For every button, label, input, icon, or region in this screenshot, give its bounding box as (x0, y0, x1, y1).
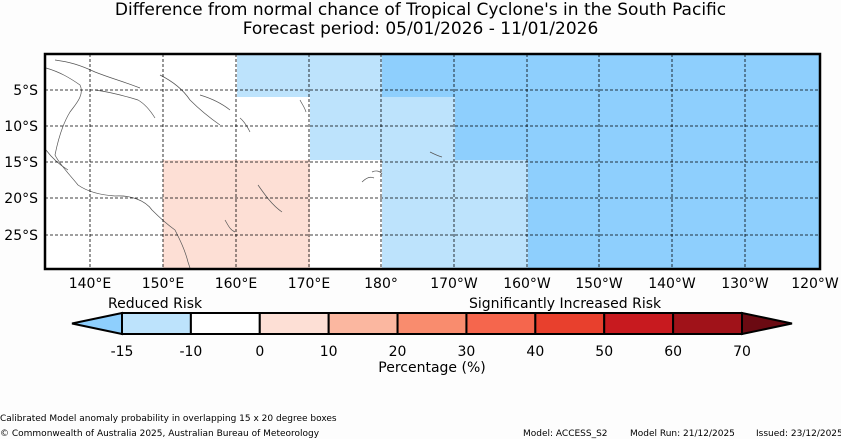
colorbar-cell (603, 312, 675, 335)
colorbar-tick-label: -10 (179, 344, 202, 360)
map-grid (45, 54, 820, 269)
colorbar-tick-label: 10 (320, 344, 338, 360)
colorbar-increased-label: Significantly Increased Risk (469, 296, 662, 312)
lon-label: 150°E (142, 276, 185, 292)
map-frame (43, 52, 822, 271)
anomaly-reduced-strong-box-1 (382, 55, 819, 97)
colorbar-tick-label: 60 (664, 344, 682, 360)
lon-label: 140°W (648, 276, 696, 292)
footer-model-run: Model Run: 21/12/2025 (630, 429, 735, 439)
lon-label: 140°E (69, 276, 112, 292)
colorbar-cell (672, 312, 743, 335)
colorbar-tick-label: 20 (389, 344, 407, 360)
lat-label: 5°S (13, 83, 38, 99)
lon-label: 150°W (575, 276, 623, 292)
anomaly-reduced-strong-box-2 (455, 97, 819, 160)
forecast-period: Forecast period: 05/01/2026 - 11/01/2026 (242, 19, 599, 39)
lon-label: 120°W (791, 276, 839, 292)
colorbar-tick-label: 40 (526, 344, 544, 360)
lon-label: 130°W (721, 276, 769, 292)
anomaly-reduced-box-4 (382, 160, 528, 268)
lat-label: 15°S (4, 155, 38, 171)
colorbar-reduced-label: Reduced Risk (108, 296, 203, 312)
anomaly-increased-box (163, 160, 310, 268)
anomaly-reduced-box-1 (237, 55, 382, 97)
lon-label: 160°E (215, 276, 258, 292)
lon-label: 180° (364, 276, 398, 292)
colorbar-cell (327, 312, 399, 335)
map-panel (43, 52, 822, 271)
colorbar-cell (534, 312, 606, 335)
colorbar-arrow-low (71, 311, 123, 336)
colorbar-cell (258, 312, 330, 335)
anomaly-reduced-box-3 (382, 97, 455, 160)
footer-issued: Issued: 23/12/2025 (756, 429, 841, 439)
lon-label: 170°W (430, 276, 478, 292)
colorbar-tick-label: 70 (733, 344, 751, 360)
lat-label: 10°S (4, 119, 38, 135)
longitude-labels: 140°E 150°E 160°E 170°E 180° 170°W 160°W… (69, 276, 839, 292)
colorbar-title: Percentage (%) (378, 360, 485, 376)
footer-model: Model: ACCESS_S2 (523, 429, 608, 439)
anomaly-reduced-box-2 (310, 97, 382, 160)
colorbar-cell (121, 312, 192, 335)
colorbar-cell (189, 312, 261, 335)
footer-note: Calibrated Model anomaly probability in … (0, 414, 337, 424)
colorbar-tick-label: 0 (255, 344, 264, 360)
anomaly-reduced-strong-box-3 (528, 160, 819, 268)
colorbar-cell (396, 312, 468, 335)
colorbar: Reduced Risk Significantly Increased Ris… (71, 296, 793, 376)
colorbar-tick-label: -15 (111, 344, 134, 360)
colorbar-tick-label: 30 (458, 344, 476, 360)
colorbar-cell (465, 312, 537, 335)
lon-label: 170°E (288, 276, 331, 292)
lon-label: 160°W (503, 276, 551, 292)
chart-title: Difference from normal chance of Tropica… (114, 0, 727, 20)
footer-copyright: © Commonwealth of Australia 2025, Austra… (0, 429, 320, 439)
coastlines (45, 59, 443, 269)
lat-label: 25°S (4, 228, 38, 244)
colorbar-arrow-high (741, 311, 793, 336)
lat-label: 20°S (4, 191, 38, 207)
latitude-labels: 5°S 10°S 15°S 20°S 25°S (4, 83, 38, 244)
colorbar-tick-label: 50 (595, 344, 613, 360)
